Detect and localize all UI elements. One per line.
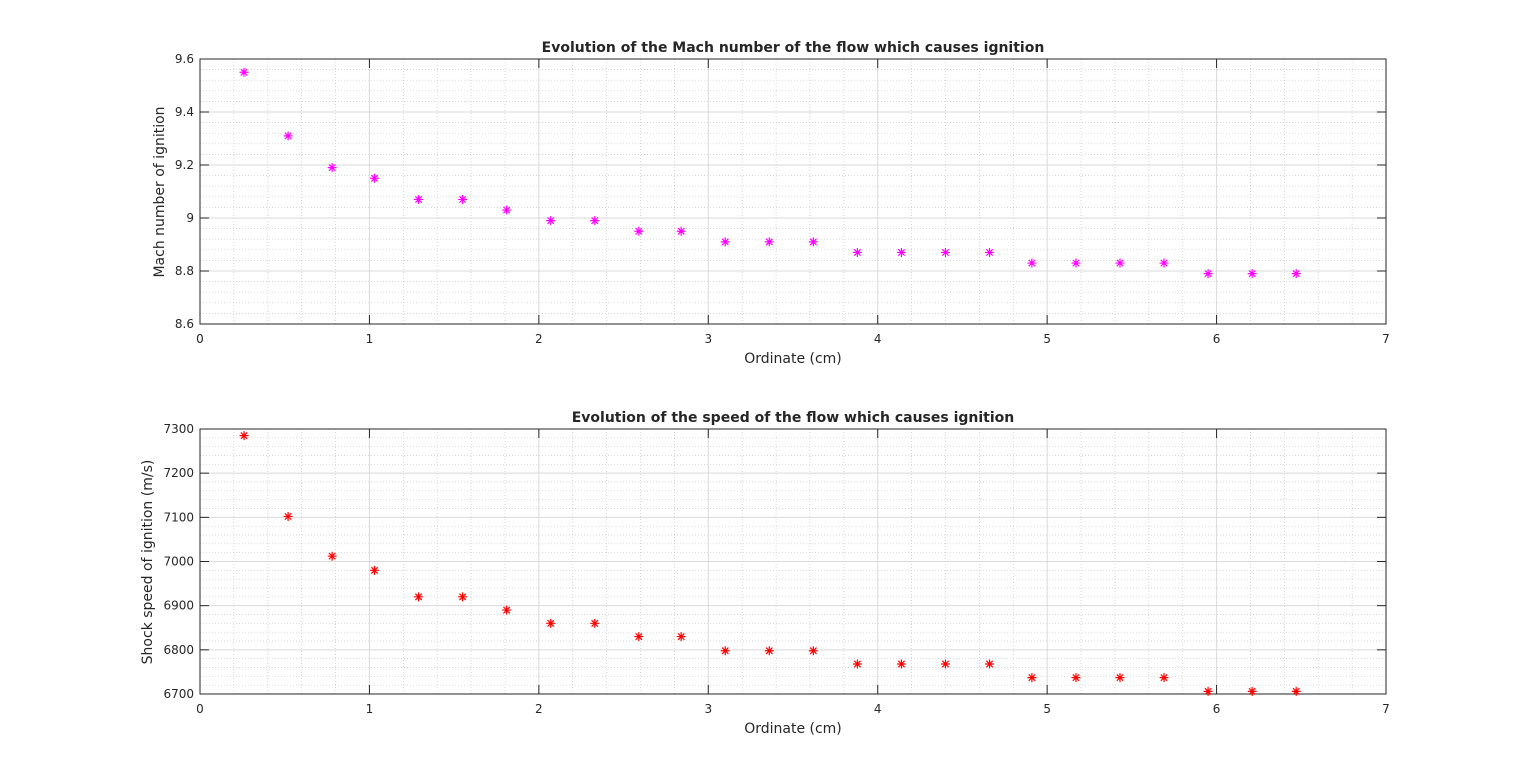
speed-axes: 0 1 2 3 4 5 6 7 6700 6800 6900 7000 7100 7200 7300: [163, 422, 1389, 716]
mach-data-point: [590, 216, 600, 226]
mach-xtick-label: 0: [196, 332, 204, 346]
mach-data-point: [1115, 258, 1125, 268]
speed-data-point: [414, 592, 424, 602]
mach-ytick-label: 9: [186, 211, 194, 225]
mach-ytick-label: 9.2: [175, 158, 194, 172]
mach-data-point: [1071, 258, 1081, 268]
mach-axes-box: [199, 58, 1387, 325]
mach-data-point: [940, 247, 950, 257]
speed-data-point: [1071, 673, 1081, 683]
speed-plot-xlabel: Ordinate (cm): [744, 721, 842, 737]
speed-ticks: 0 1 2 3 4 5 6 7 6700 6800 6900 7000 7100 7200 7300: [163, 422, 1389, 716]
speed-data-point: [502, 605, 512, 615]
speed-ytick-label: 6800: [163, 643, 194, 657]
speed-data-point: [764, 646, 774, 656]
speed-data-point: [1291, 686, 1301, 696]
speed-data-point: [458, 592, 468, 602]
mach-plot-area: [200, 59, 1386, 324]
mach-major-grid: [200, 59, 1386, 324]
mach-number-plot: 0 1 2 3 4 5 6 7 8.6 8.8 9 9.2 9.4 9.6 Evolution of th…: [152, 40, 1390, 367]
mach-ytick-label: 9.4: [175, 105, 194, 119]
mach-data-point: [1159, 258, 1169, 268]
mach-data-point: [283, 131, 293, 141]
speed-data-point: [720, 646, 730, 656]
mach-xtick-label: 6: [1213, 332, 1221, 346]
mach-data-point: [676, 226, 686, 236]
mach-data-point: [1247, 269, 1257, 279]
speed-xtick-label: 1: [366, 702, 374, 716]
speed-xtick-label: 2: [535, 702, 543, 716]
speed-data-point: [283, 511, 293, 521]
mach-data-point: [896, 247, 906, 257]
speed-xtick-label: 5: [1043, 702, 1051, 716]
mach-data-point: [852, 247, 862, 257]
speed-xtick-label: 4: [874, 702, 882, 716]
speed-data-point: [634, 632, 644, 642]
mach-data-point: [239, 67, 249, 77]
speed-data-point: [808, 646, 818, 656]
speed-ytick-label: 6700: [163, 687, 194, 701]
speed-ytick-label: 7300: [163, 422, 194, 436]
mach-data-point: [414, 194, 424, 204]
speed-xtick-label: 6: [1213, 702, 1221, 716]
mach-xtick-label: 7: [1382, 332, 1390, 346]
speed-ytick-label: 7100: [163, 510, 194, 524]
speed-data-point: [370, 565, 380, 575]
speed-data-points: [239, 431, 1301, 696]
mach-data-point: [458, 194, 468, 204]
speed-data-point: [896, 659, 906, 669]
speed-data-point: [985, 659, 995, 669]
speed-data-point: [1247, 686, 1257, 696]
shock-speed-plot: 0 1 2 3 4 5 6 7 6700 6800 6900 7000 7100 7200 7300 Evo…: [140, 410, 1390, 737]
speed-xtick-label: 3: [704, 702, 712, 716]
speed-plot-ylabel: Shock speed of ignition (m/s): [140, 460, 156, 665]
speed-xtick-label: 0: [196, 702, 204, 716]
mach-data-point: [764, 237, 774, 247]
mach-ticks: 0 1 2 3 4 5 6 7 8.6 8.8 9 9.2 9.4 9.6: [175, 52, 1390, 346]
mach-data-point: [370, 173, 380, 183]
speed-data-point: [1115, 673, 1125, 683]
speed-xtick-label: 7: [1382, 702, 1390, 716]
speed-data-point: [1203, 686, 1213, 696]
speed-data-point: [546, 618, 556, 628]
speed-data-point: [590, 618, 600, 628]
speed-data-point: [1027, 673, 1037, 683]
speed-ytick-label: 6900: [163, 599, 194, 613]
mach-data-point: [502, 205, 512, 215]
mach-xtick-label: 5: [1043, 332, 1051, 346]
speed-data-point: [940, 659, 950, 669]
speed-data-point: [327, 551, 337, 561]
mach-data-point: [1027, 258, 1037, 268]
speed-plot-title: Evolution of the speed of the flow which…: [572, 410, 1015, 426]
mach-data-point: [985, 247, 995, 257]
mach-xtick-label: 2: [535, 332, 543, 346]
mach-plot-xlabel: Ordinate (cm): [744, 351, 842, 367]
mach-ytick-label: 9.6: [175, 52, 194, 66]
mach-ytick-label: 8.8: [175, 264, 194, 278]
mach-ytick-label: 8.6: [175, 317, 194, 331]
speed-data-point: [852, 659, 862, 669]
mach-xtick-label: 1: [366, 332, 374, 346]
mach-xtick-label: 4: [874, 332, 882, 346]
mach-data-point: [808, 237, 818, 247]
mach-data-point: [720, 237, 730, 247]
mach-data-point: [327, 163, 337, 173]
speed-data-point: [239, 431, 249, 441]
speed-data-point: [1159, 673, 1169, 683]
speed-ytick-label: 7000: [163, 555, 194, 569]
mach-data-point: [1291, 269, 1301, 279]
mach-data-point: [546, 216, 556, 226]
mach-data-point: [634, 226, 644, 236]
mach-xtick-label: 3: [704, 332, 712, 346]
mach-data-point: [1203, 269, 1213, 279]
mach-plot-title: Evolution of the Mach number of the flow…: [542, 40, 1045, 56]
speed-data-point: [676, 632, 686, 642]
mach-minor-grid: [200, 59, 1386, 324]
speed-major-grid: [200, 429, 1386, 694]
mach-axes: 0 1 2 3 4 5 6 7 8.6 8.8 9 9.2 9.4 9.6: [175, 52, 1390, 346]
speed-ytick-label: 7200: [163, 466, 194, 480]
mach-plot-ylabel: Mach number of ignition: [152, 106, 168, 277]
mach-data-points: [239, 67, 1301, 279]
